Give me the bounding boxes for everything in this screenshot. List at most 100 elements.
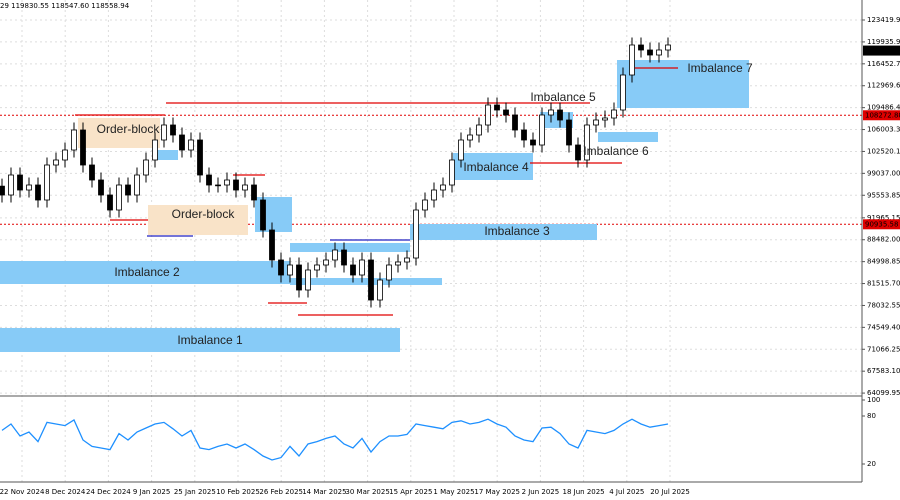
annotation-label: Imbalance 3 [484, 224, 550, 238]
candle-body [584, 124, 590, 161]
axes: 123419.95 119935.90 116452.75 112969.60 1094… [0, 16, 900, 496]
y-tick-label: 109486.45 [867, 104, 900, 112]
candle-body [314, 264, 320, 271]
candle-body [611, 109, 617, 119]
candle-body [575, 144, 581, 161]
x-tick-label: 22 Nov 2024 [0, 488, 45, 496]
candle-body [440, 184, 446, 191]
y-tick-label: 95553.85 [867, 191, 900, 199]
candle-body [215, 184, 221, 187]
candle-body [449, 159, 455, 186]
candle-body [179, 134, 185, 151]
header-text: 29 119830.55 118547.60 118558.94 [0, 2, 130, 10]
candle-body [80, 129, 86, 166]
zones [0, 60, 749, 352]
candle-body [476, 124, 482, 136]
candle-body [35, 184, 41, 201]
y-tick-label: 102520.15 [867, 147, 900, 155]
x-tick-label: 18 Jun 2025 [563, 488, 605, 496]
candle-body [98, 179, 104, 196]
candle-body [467, 134, 473, 141]
candle-body [323, 259, 329, 266]
annotation-label: Imbalance 1 [177, 333, 243, 347]
annotation-label: Order-block [172, 207, 236, 221]
price-label-bg [863, 219, 900, 230]
candle-body [287, 264, 293, 276]
x-tick-label: 1 May 2025 [433, 488, 474, 496]
x-tick-label: 24 Dec 2024 [86, 488, 131, 496]
candle-body [566, 119, 572, 146]
zone [290, 243, 410, 252]
candle-body [269, 229, 275, 261]
annotation-label: Imbalance 5 [530, 90, 596, 104]
y-tick-label: 91965.15 [867, 214, 900, 222]
y-tick-label: 78032.55 [867, 301, 900, 309]
candle-body [386, 264, 392, 281]
candle-body [521, 129, 527, 141]
x-tick-label: 25 Jan 2025 [174, 488, 216, 496]
candle-body [8, 174, 14, 196]
annotation-labels: Imbalance 1 Imbalance 2 Imbalance 3 Imbalan… [97, 61, 753, 347]
y-tick-label: 88482.00 [867, 236, 900, 244]
annotation-label: Imbalance 2 [114, 265, 180, 279]
y-tick-label: 71066.25 [867, 345, 900, 353]
candle-body [332, 249, 338, 261]
zone [155, 150, 178, 160]
y-tick-label: 119935.90 [867, 38, 900, 46]
candle-body [0, 185, 5, 196]
candle-body [485, 104, 491, 126]
candle-body [557, 109, 563, 121]
y-tick-label: 81515.70 [867, 280, 900, 288]
y-tick-label: 84998.85 [867, 258, 900, 266]
candle-body [368, 259, 374, 301]
x-tick-label: 8 Dec 2024 [45, 488, 86, 496]
x-tick-label: 4 Jul 2025 [609, 488, 644, 496]
y-tick-label: 116452.75 [867, 60, 900, 68]
candle-body [341, 249, 347, 266]
y-tick-label: 80 [867, 412, 876, 420]
candle-body [602, 117, 608, 121]
candle-body [422, 199, 428, 211]
zone [540, 112, 573, 128]
candle-body [134, 174, 140, 196]
x-tick-label: 20 Jul 2025 [650, 488, 690, 496]
zone [0, 261, 290, 284]
x-tick-label: 15 Apr 2025 [389, 488, 432, 496]
candle-body [431, 189, 437, 201]
candle-body [26, 184, 32, 191]
candle-body [125, 184, 131, 196]
candle-body [377, 279, 383, 301]
candle-body [116, 184, 122, 211]
candle-body [350, 264, 356, 276]
zone [410, 224, 597, 240]
candles [0, 37, 671, 461]
candle-body [395, 261, 401, 266]
candle-body [197, 139, 203, 176]
candle-body [458, 139, 464, 161]
price-label-bg [863, 110, 900, 121]
candle-body [251, 184, 257, 201]
y-tick-label: 100 [867, 396, 880, 404]
candle-body [233, 179, 239, 191]
candle-body [305, 269, 311, 291]
x-tick-label: 9 Jan 2025 [133, 488, 171, 496]
candle-body [71, 129, 77, 151]
candle-body [89, 164, 95, 181]
candle-body [404, 257, 410, 263]
x-tick-label: 26 Feb 2025 [259, 488, 303, 496]
x-tick-label: 10 Feb 2025 [216, 488, 260, 496]
candle-body [296, 264, 302, 291]
order-block-zone [78, 118, 160, 148]
x-tick-label: 2 Jun 2025 [522, 488, 560, 496]
candle-body [17, 174, 23, 191]
y-tick-label: 106003.30 [867, 126, 900, 134]
candle-body [188, 139, 194, 151]
y-tick-label: 64099.95 [867, 389, 900, 397]
candle-body [107, 194, 113, 211]
y-tick-label: 123419.95 [867, 16, 900, 24]
zone [598, 132, 658, 142]
x-tick-label: 30 Mar 2025 [345, 488, 389, 496]
annotation-label: Imbalance 6 [583, 144, 649, 158]
